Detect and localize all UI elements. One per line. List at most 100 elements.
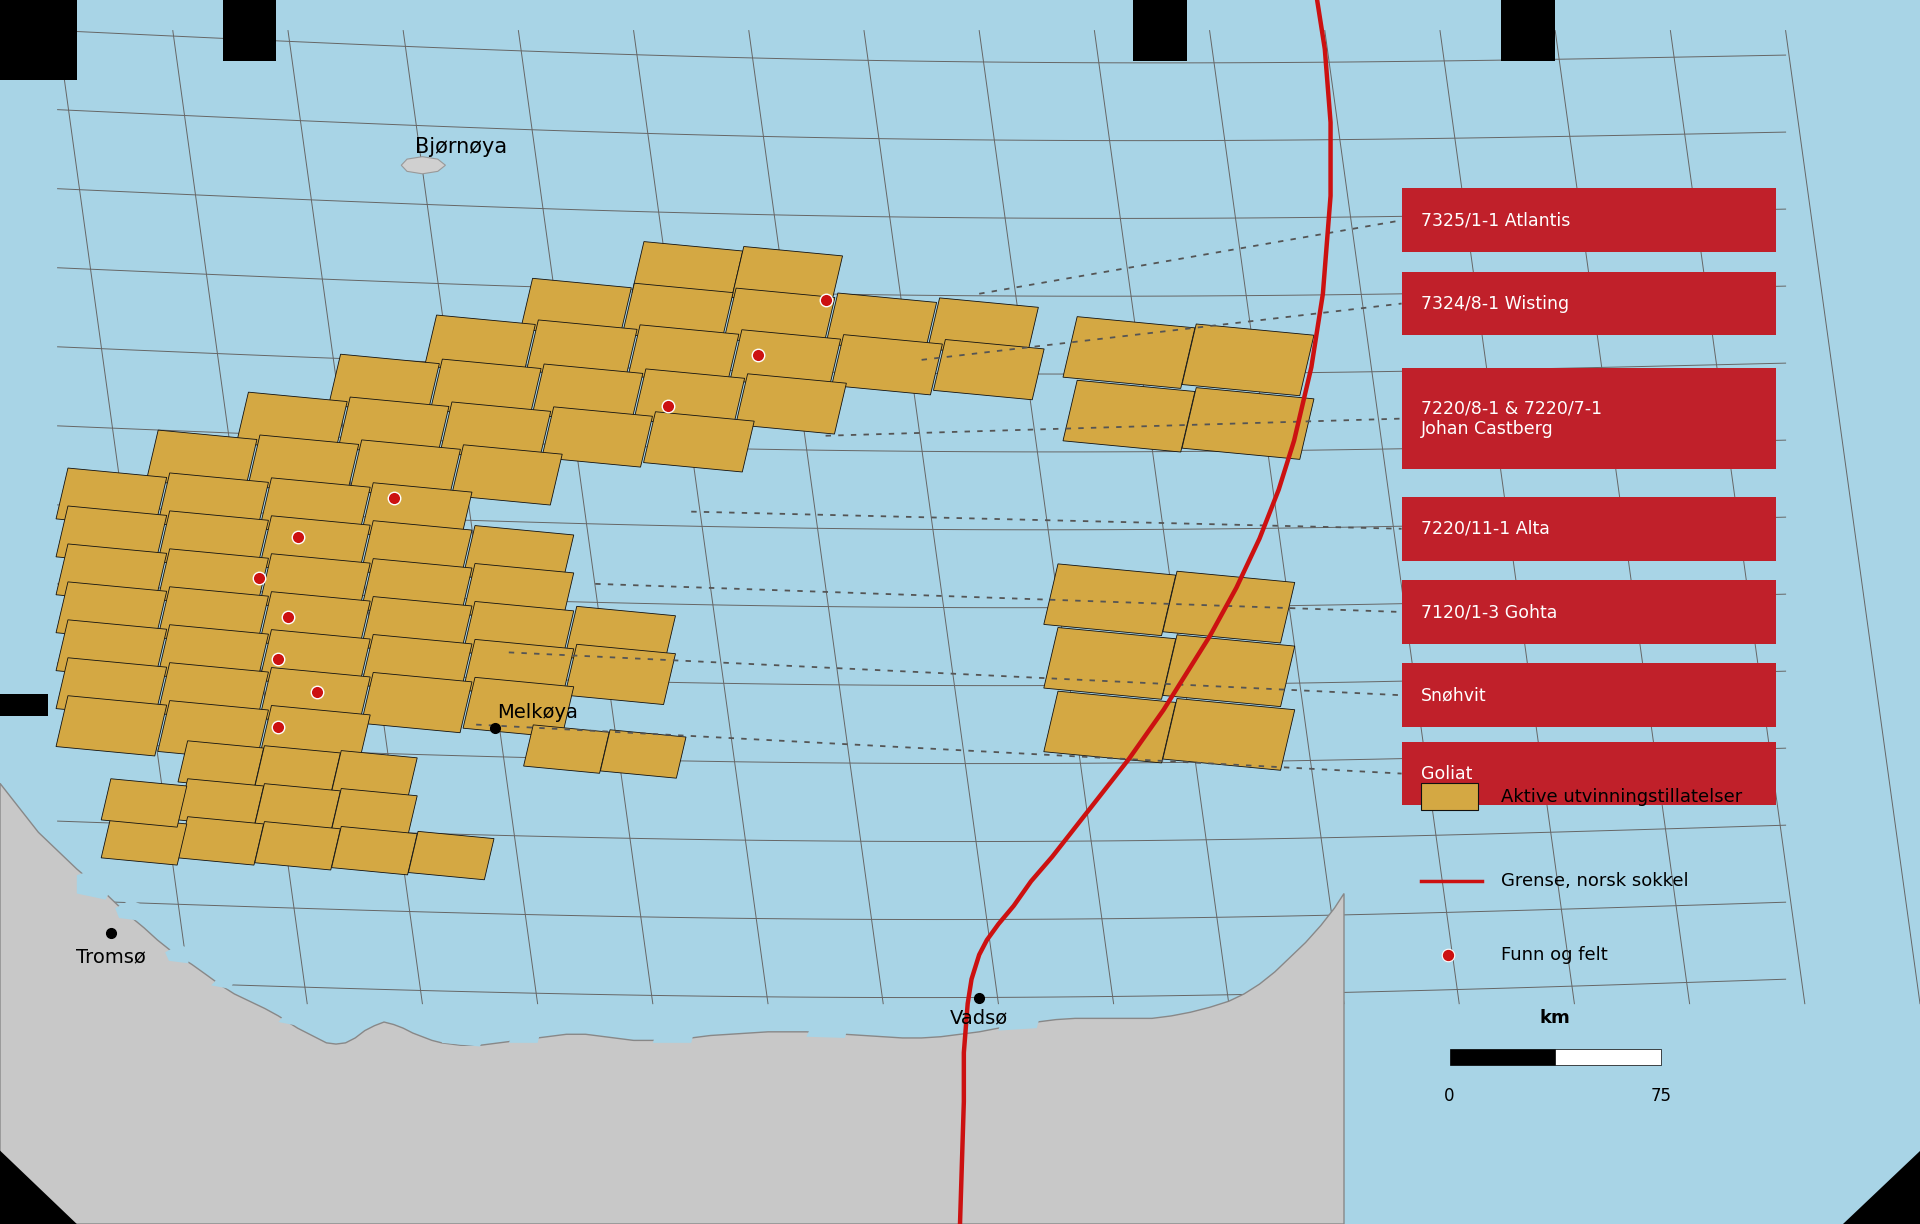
Bar [451,444,563,506]
Bar [440,401,551,463]
Bar [463,677,574,738]
Text: Aktive utvinningstillatelser: Aktive utvinningstillatelser [1501,788,1743,805]
FancyBboxPatch shape [1402,663,1776,727]
Bar [1064,317,1194,388]
Bar [634,368,745,430]
Polygon shape [165,945,192,963]
Bar [526,319,637,381]
Bar [632,241,743,302]
FancyBboxPatch shape [1402,272,1776,335]
Bar [520,278,632,339]
Bar [157,662,269,723]
Bar [179,778,263,827]
Text: Vadsø: Vadsø [950,1009,1008,1028]
Bar [1164,699,1294,770]
Bar [628,324,739,386]
Bar [179,741,263,789]
Polygon shape [998,1011,1041,1031]
Bar [1044,692,1175,763]
Polygon shape [1843,1151,1920,1224]
Bar [223,0,276,61]
Bar [56,695,167,756]
FancyBboxPatch shape [1402,368,1776,469]
Polygon shape [77,869,115,900]
Text: Goliat: Goliat [1421,765,1473,782]
Bar [157,548,269,610]
Bar [248,435,359,496]
Bar [735,373,847,435]
Text: 7324/8-1 Wisting: 7324/8-1 Wisting [1421,295,1569,312]
Text: 7220/11-1 Alta: 7220/11-1 Alta [1421,520,1549,537]
Bar [933,339,1044,400]
Text: Snøhvit: Snøhvit [1421,687,1486,704]
Bar [463,525,574,586]
Bar [409,831,493,880]
FancyBboxPatch shape [1402,580,1776,644]
Bar [157,586,269,647]
Bar [259,477,371,539]
Bar [0,0,77,80]
Bar [0,694,48,716]
Polygon shape [211,973,236,989]
Bar [532,364,643,425]
Bar [826,293,937,354]
Bar [332,750,417,799]
Bar [349,439,461,501]
Bar [1501,0,1555,61]
Text: 0: 0 [1444,1087,1455,1105]
Bar [157,624,269,685]
Bar [259,591,371,652]
Text: km: km [1540,1010,1571,1027]
Bar [157,472,269,534]
Bar [259,515,371,577]
Bar [259,667,371,728]
Bar [361,634,472,695]
Text: Tromsø: Tromsø [77,947,146,967]
Bar [524,725,609,774]
Bar [1183,324,1313,395]
Bar [564,644,676,705]
Bar [601,730,685,778]
Bar [361,520,472,581]
Polygon shape [278,1010,303,1026]
Bar [361,558,472,619]
Bar [643,411,755,472]
Bar [332,826,417,875]
Text: 7120/1-3 Gohta: 7120/1-3 Gohta [1421,603,1557,621]
Bar [1133,0,1187,61]
Bar [732,246,843,307]
Text: Funn og felt: Funn og felt [1501,946,1609,963]
Bar [56,581,167,643]
FancyBboxPatch shape [1402,742,1776,805]
Polygon shape [442,1018,490,1047]
Bar [730,329,841,390]
Polygon shape [401,157,445,174]
Bar [1183,388,1313,459]
Bar [328,354,440,415]
FancyBboxPatch shape [1402,188,1776,252]
Bar [255,783,340,832]
Bar [56,657,167,718]
Polygon shape [0,783,1344,1224]
Bar [463,563,574,624]
Bar [102,778,186,827]
Bar [157,700,269,761]
Bar [255,745,340,794]
Bar [255,821,340,870]
Bar [1044,628,1175,699]
Bar [463,639,574,700]
Polygon shape [806,1023,849,1038]
Polygon shape [115,900,144,920]
Bar [157,510,269,572]
Bar [424,315,536,376]
Bar [430,359,541,420]
Bar [1064,381,1194,452]
Bar [332,788,417,837]
Bar [146,430,257,491]
FancyBboxPatch shape [1421,783,1478,810]
Bar [564,606,676,667]
Text: 7220/8-1 & 7220/7-1
Johan Castberg: 7220/8-1 & 7220/7-1 Johan Castberg [1421,399,1601,438]
Bar [1450,1049,1555,1065]
Bar [259,705,371,766]
Bar [1164,635,1294,706]
